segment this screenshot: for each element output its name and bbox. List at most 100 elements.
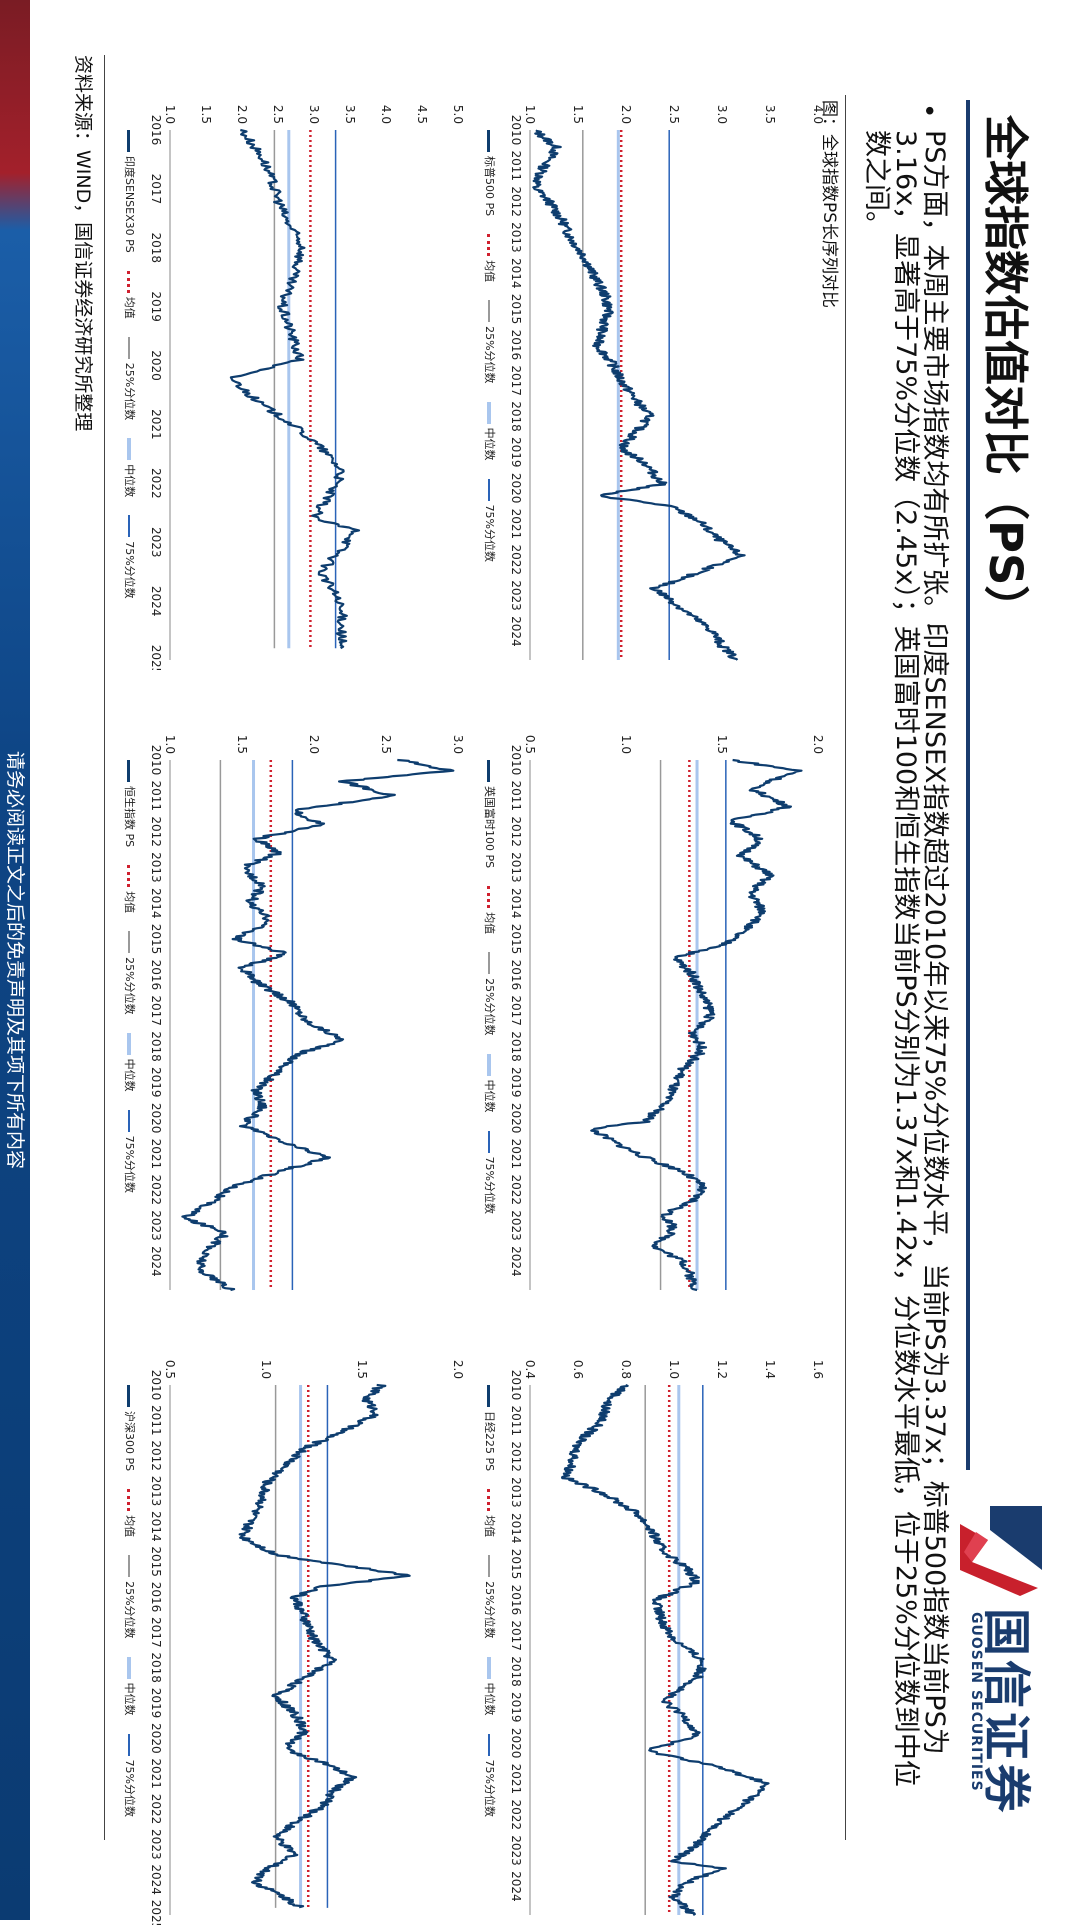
legend-swatch — [127, 1032, 131, 1055]
series-line — [590, 758, 803, 1292]
legend-item: 75%分位数 — [482, 1733, 498, 1817]
legend-swatch — [127, 865, 131, 888]
chart-legend: 恒生指数 PS 均值 25%分位数中位数 75%分位数 — [118, 760, 138, 1211]
x-tick-label: 2023 — [149, 527, 163, 558]
x-tick-label: 2021 — [149, 1139, 163, 1170]
legend-swatch — [487, 234, 491, 257]
y-tick-label: 0.4 — [523, 1360, 537, 1379]
x-tick-label: 2021 — [509, 1764, 523, 1795]
legend-swatch — [127, 760, 131, 782]
legend-item: 日经225 PS — [482, 1385, 498, 1471]
y-tick-label: 2.0 — [307, 735, 321, 754]
legend-swatch — [128, 1555, 130, 1578]
logo-text-en: GUOSEN SECURITIES — [968, 1612, 984, 1792]
legend-swatch — [128, 1733, 130, 1756]
x-tick-label: 2019 — [149, 1688, 163, 1719]
chart-legend: 英国富时100 PS 均值 25%分位数中位数 75%分位数 — [478, 760, 498, 1232]
x-tick-label: 2010 — [509, 115, 523, 146]
x-tick-label: 2017 — [149, 174, 163, 205]
legend-label: 标普500 PS — [483, 156, 496, 217]
series-line — [561, 1383, 770, 1916]
disclaimer-text: 请务必阅读正文之后的免责声明及其项下所有内容 — [4, 750, 26, 1169]
legend-label: 沪深300 PS — [123, 1411, 136, 1472]
y-tick-label: 2.0 — [619, 105, 633, 124]
legend-item: 均值 — [482, 1489, 498, 1537]
y-tick-label: 5.0 — [451, 105, 465, 124]
title-underline — [966, 100, 970, 1470]
legend-item: 25%分位数 — [482, 952, 498, 1036]
legend-label: 印度SENSEX30 PS — [123, 156, 136, 253]
legend-label: 75%分位数 — [123, 1759, 136, 1818]
legend-item: 25%分位数 — [122, 1555, 138, 1639]
legend-swatch — [487, 1656, 491, 1679]
company-logo: 国信证券 GUOSEN SECURITIES — [955, 1500, 1050, 1900]
legend-item: 恒生指数 PS — [122, 760, 138, 847]
legend-item: 中位数 — [122, 438, 138, 497]
x-tick-label: 2013 — [509, 222, 523, 253]
legend-item: 沪深300 PS — [122, 1385, 138, 1471]
legend-swatch — [487, 1489, 491, 1512]
x-tick-label: 2024 — [149, 1864, 163, 1895]
legend-label: 25%分位数 — [483, 326, 496, 384]
legend-label: 中位数 — [123, 1682, 136, 1716]
y-tick-label: 4.5 — [415, 105, 429, 124]
y-tick-label: 1.4 — [763, 1360, 777, 1379]
x-tick-label: 2020 — [509, 473, 523, 504]
x-tick-label: 2010 — [509, 745, 523, 776]
legend-item: 75%分位数 — [122, 1733, 138, 1818]
bullet-dot-icon: • — [913, 103, 943, 119]
x-tick-label: 2020 — [149, 1103, 163, 1134]
legend-label: 75%分位数 — [123, 1135, 136, 1194]
x-tick-label: 2017 — [509, 1620, 523, 1651]
legend-label: 25%分位数 — [123, 362, 136, 421]
legend-item: 中位数 — [122, 1032, 138, 1092]
legend-swatch — [487, 886, 491, 909]
chart-legend: 沪深300 PS 均值 25%分位数中位数 75%分位数 — [118, 1385, 138, 1835]
y-tick-label: 3.5 — [343, 105, 357, 124]
x-tick-label: 2024 — [509, 1871, 523, 1902]
x-tick-label: 2020 — [149, 1723, 163, 1754]
legend-item: 均值 — [122, 270, 138, 319]
y-tick-label: 0.6 — [571, 1360, 585, 1379]
legend-label: 均值 — [123, 296, 136, 319]
x-tick-label: 2015 — [509, 1549, 523, 1580]
x-tick-label: 2024 — [149, 586, 163, 617]
y-tick-label: 1.6 — [811, 1360, 825, 1379]
legend-swatch — [488, 478, 490, 501]
chart-svg-3: 0.4 0.6 0.8 1.0 1.2 1.4 1.6 2010 2011 2012 2013 201… — [509, 1360, 825, 1916]
y-tick-label: 1.0 — [523, 105, 537, 124]
x-tick-label: 2021 — [509, 1139, 523, 1170]
x-tick-label: 2015 — [149, 1546, 163, 1577]
legend-swatch — [127, 1489, 131, 1512]
chart-panel-4: 1.0 1.5 2.0 2.5 3.0 3.5 4.0 4.5 5.0 2016 2017 2018 2… — [140, 90, 470, 670]
y-tick-label: 1.5 — [355, 1360, 369, 1379]
x-tick-label: 2018 — [149, 233, 163, 264]
legend-label: 25%分位数 — [123, 1581, 136, 1639]
legend-item: 中位数 — [482, 401, 498, 461]
legend-label: 25%分位数 — [123, 957, 136, 1015]
legend-item: 25%分位数 — [122, 336, 138, 421]
x-tick-label: 2018 — [509, 401, 523, 432]
chart-panel-3: 0.4 0.6 0.8 1.0 1.2 1.4 1.6 2010 2011 2012 2013 201… — [500, 1345, 830, 1925]
legend-label: 75%分位数 — [483, 504, 496, 563]
y-tick-label: 0.8 — [619, 1360, 633, 1379]
x-tick-label: 2015 — [509, 294, 523, 325]
x-tick-label: 2018 — [149, 1031, 163, 1062]
x-tick-label: 2018 — [509, 1656, 523, 1687]
x-tick-label: 2019 — [149, 291, 163, 322]
x-tick-label: 2014 — [509, 888, 523, 919]
legend-item: 印度SENSEX30 PS — [122, 130, 138, 253]
legend-swatch — [127, 270, 131, 293]
x-tick-label: 2019 — [509, 437, 523, 468]
legend-swatch — [487, 401, 491, 424]
x-tick-label: 2012 — [509, 186, 523, 217]
legend-swatch — [488, 1733, 490, 1756]
y-tick-label: 3.0 — [307, 105, 321, 124]
legend-label: 中位数 — [123, 1058, 136, 1092]
legend-swatch — [487, 130, 491, 152]
legend-label: 均值 — [483, 912, 496, 935]
legend-swatch — [128, 1109, 130, 1132]
x-tick-label: 2024 — [509, 1246, 523, 1277]
x-tick-label: 2021 — [149, 1758, 163, 1789]
x-tick-label: 2011 — [509, 781, 523, 812]
